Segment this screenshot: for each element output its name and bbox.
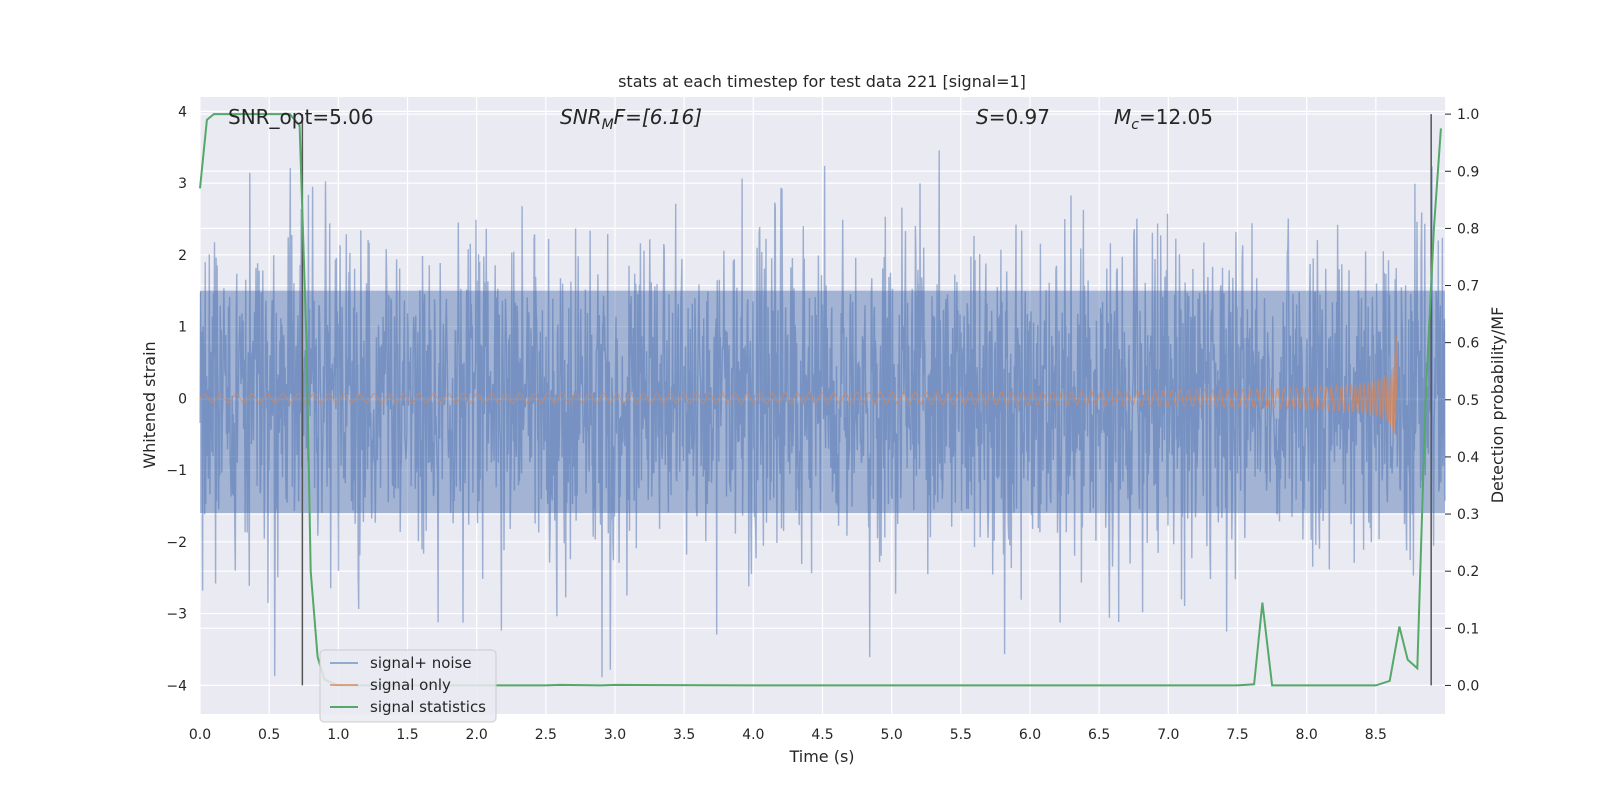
y-tick-label-1: −3 (166, 607, 187, 623)
chart-title: stats at each timestep for test data 221… (618, 72, 1026, 91)
mc-symbol: M (1114, 105, 1131, 129)
y2-tick-label-9: 0.9 (1457, 164, 1479, 180)
mc-subscript: c (1131, 117, 1139, 133)
legend-label-noise: signal+ noise (370, 654, 472, 672)
legend-label-statistics: signal statistics (370, 698, 486, 716)
x-tick-label-6: 3.0 (604, 727, 626, 743)
noise-core-band (200, 290, 1445, 514)
snr-mf-subscript: M (602, 117, 614, 133)
legend: signal+ noise signal only signal statist… (319, 649, 497, 723)
y-tick-label-3: −1 (166, 463, 187, 479)
statistics-trace (199, 113, 1442, 687)
x-tick-label-10: 5.0 (881, 727, 903, 743)
chirp-trace (199, 335, 1398, 434)
snr-mf-value: F=[6.16] (614, 105, 702, 129)
y2-tick-label-7: 0.7 (1457, 279, 1479, 295)
y2-tick-label-5: 0.5 (1457, 393, 1479, 409)
y2-tick-label-1: 0.1 (1457, 621, 1479, 637)
y-axis-label: Whitened strain (140, 341, 159, 468)
x-tick-label-17: 8.5 (1365, 727, 1387, 743)
annotation-mc: Mc=12.05 (1114, 105, 1213, 133)
signal-statistics-series (199, 113, 1442, 687)
y2-tick-label-6: 0.6 (1457, 336, 1479, 352)
x-tick-label-12: 6.0 (1019, 727, 1041, 743)
x-tick-label-4: 2.0 (466, 727, 488, 743)
y2-tick-label-10: 1.0 (1457, 107, 1479, 123)
annotation-snr-opt: SNR_opt=5.06 (228, 105, 374, 129)
signal-only-series (199, 335, 1398, 434)
y-tick-label-0: −4 (166, 678, 187, 694)
x-tick-label-16: 8.0 (1296, 727, 1318, 743)
y2-tick-label-3: 0.3 (1457, 507, 1479, 523)
annotation-snr-mf: SNRMF=[6.16] (560, 105, 702, 133)
y-tick-label-7: 3 (178, 176, 187, 192)
x-tick-label-14: 7.0 (1157, 727, 1179, 743)
noise-trace (199, 150, 1446, 678)
x-tick-label-1: 0.5 (258, 727, 280, 743)
x-tick-label-8: 4.0 (742, 727, 764, 743)
x-tick-label-9: 4.5 (811, 727, 833, 743)
grid (199, 97, 1445, 714)
mc-value: =12.05 (1139, 105, 1213, 129)
axes: 0.0 0.5 1.0 1.5 2.0 2.5 3.0 3.5 4.0 4.5 5.0 5.5 6.0 6… (166, 104, 1479, 743)
y2-tick-label-0: 0.0 (1457, 678, 1479, 694)
y-tick-label-8: 4 (178, 104, 187, 120)
x-tick-label-2: 1.0 (327, 727, 349, 743)
legend-label-signal: signal only (370, 676, 451, 694)
x-tick-label-7: 3.5 (673, 727, 695, 743)
snr-mf-symbol: SNR (560, 105, 602, 129)
y2-axis-label: Detection probability/MF (1488, 307, 1507, 504)
x-tick-label-0: 0.0 (189, 727, 211, 743)
y2-tick-label-8: 0.8 (1457, 221, 1479, 237)
annotation-s: S=0.97 (976, 105, 1050, 129)
x-tick-label-15: 7.5 (1226, 727, 1248, 743)
x-axis-label: Time (s) (788, 747, 854, 766)
x-tick-label-3: 1.5 (396, 727, 418, 743)
y-tick-label-2: −2 (166, 535, 187, 551)
s-symbol: S (976, 105, 989, 129)
y-tick-label-5: 1 (178, 320, 187, 336)
x-tick-label-5: 2.5 (535, 727, 557, 743)
x-tick-label-11: 5.5 (950, 727, 972, 743)
x-tick-label-13: 6.5 (1088, 727, 1110, 743)
y-tick-label-6: 2 (178, 248, 187, 264)
legend-box (319, 649, 497, 723)
s-value: =0.97 (989, 105, 1050, 129)
y2-tick-label-4: 0.4 (1457, 450, 1479, 466)
y2-tick-label-2: 0.2 (1457, 564, 1479, 580)
y-tick-label-4: 0 (178, 391, 187, 407)
